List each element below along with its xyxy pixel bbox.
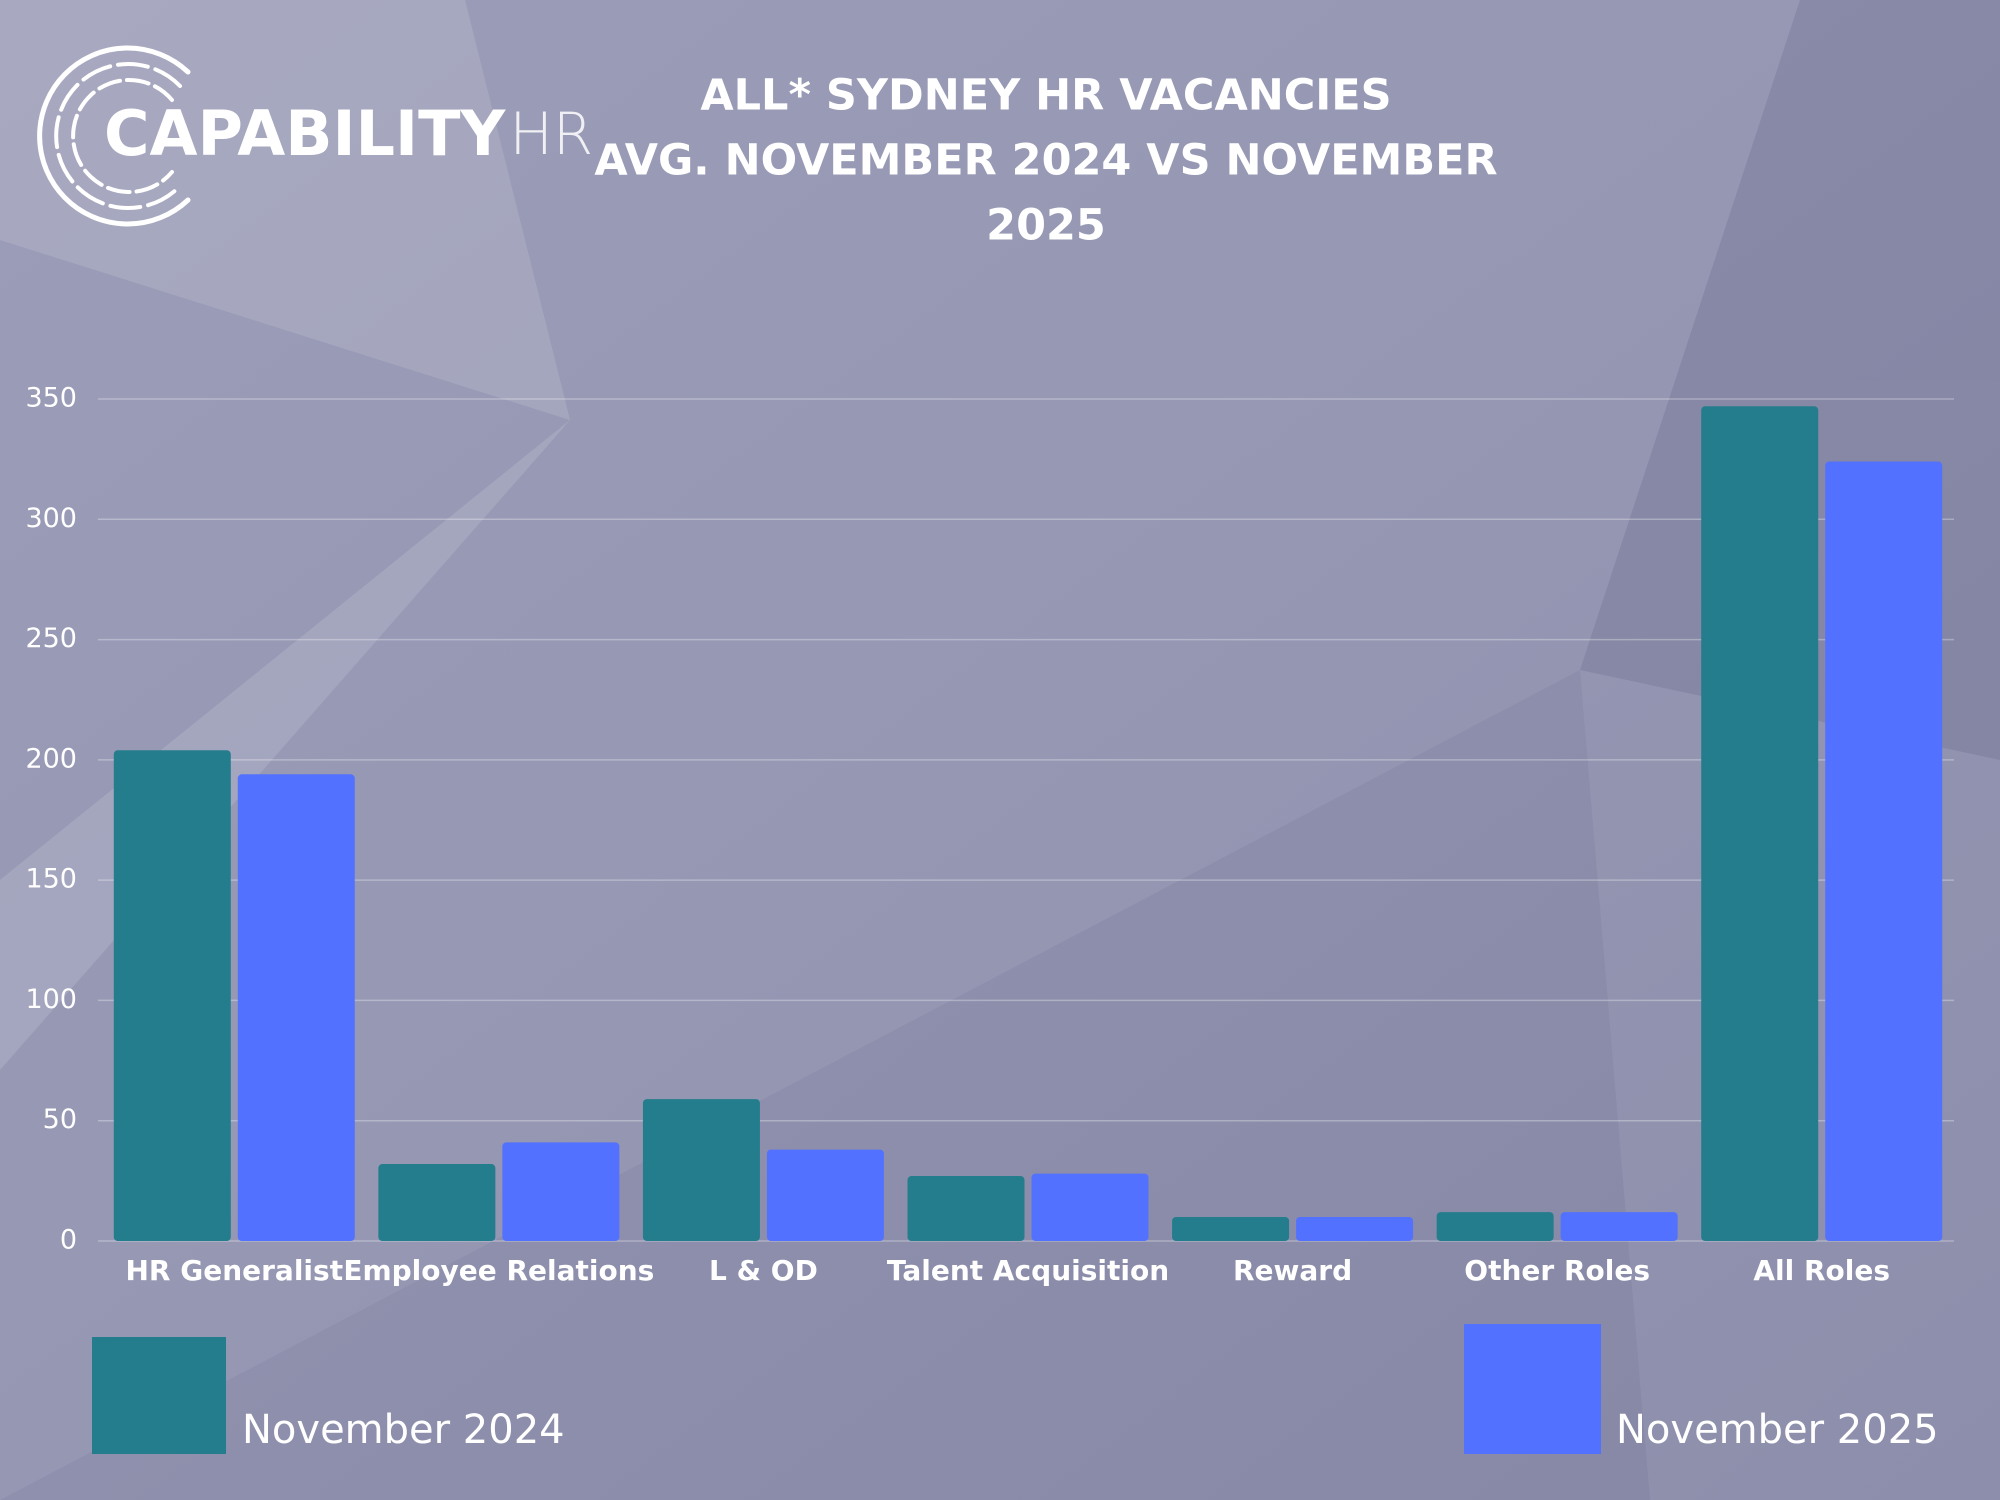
legend-swatch bbox=[1464, 1324, 1601, 1454]
y-tick-label: 250 bbox=[25, 623, 77, 654]
y-tick-label: 150 bbox=[25, 864, 77, 895]
legend-label: November 2025 bbox=[1616, 1407, 1939, 1453]
y-tick-label: 50 bbox=[43, 1104, 77, 1135]
x-tick-label: Other Roles bbox=[1464, 1254, 1650, 1287]
x-tick-label: L & OD bbox=[709, 1254, 818, 1287]
x-tick-label: Reward bbox=[1233, 1254, 1352, 1287]
x-tick-label: Employee Relations bbox=[343, 1254, 654, 1287]
x-tick-label: All Roles bbox=[1753, 1254, 1890, 1287]
chart-title: AVG. NOVEMBER 2024 VS NOVEMBER bbox=[594, 136, 1497, 186]
bar bbox=[1296, 1216, 1414, 1241]
y-tick-label: 350 bbox=[25, 383, 77, 414]
y-tick-label: 200 bbox=[25, 743, 77, 774]
bar bbox=[766, 1149, 884, 1241]
legend-label: November 2024 bbox=[242, 1407, 565, 1453]
bar bbox=[1560, 1212, 1678, 1241]
bar bbox=[1172, 1216, 1290, 1241]
bar bbox=[907, 1176, 1025, 1241]
bar bbox=[378, 1164, 496, 1241]
x-tick-label: HR Generalist bbox=[125, 1254, 343, 1287]
logo-suffix: HR bbox=[509, 100, 593, 168]
bar bbox=[502, 1142, 620, 1241]
logo-brand: CAPABILITY bbox=[104, 97, 506, 170]
x-tick-label: Talent Acquisition bbox=[887, 1254, 1169, 1287]
bar bbox=[1701, 406, 1819, 1241]
bar bbox=[237, 774, 355, 1241]
logo bbox=[37, 45, 191, 227]
y-tick-label: 300 bbox=[25, 503, 77, 534]
bar bbox=[1825, 461, 1943, 1241]
bar bbox=[1436, 1212, 1554, 1241]
bar bbox=[1031, 1173, 1149, 1241]
y-tick-label: 100 bbox=[25, 984, 77, 1015]
chart-title: ALL* SYDNEY HR VACANCIES bbox=[700, 71, 1391, 121]
legend-swatch bbox=[92, 1337, 226, 1454]
y-tick-label: 0 bbox=[60, 1225, 77, 1256]
bar bbox=[113, 750, 231, 1241]
chart-title: 2025 bbox=[986, 201, 1106, 251]
bar bbox=[642, 1099, 760, 1241]
